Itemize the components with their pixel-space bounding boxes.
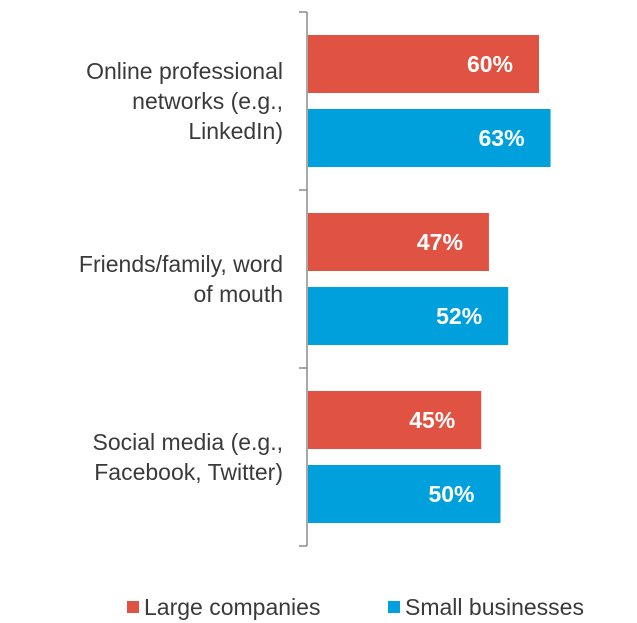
category-label: Online professional networks (e.g., Linked… bbox=[86, 58, 283, 144]
category-label-line: Online professional bbox=[86, 58, 283, 84]
bar-large-companies bbox=[308, 213, 489, 271]
bar-small-businesses bbox=[308, 287, 509, 345]
bar-large-companies bbox=[308, 391, 482, 449]
legend-item-small-businesses: Small businesses bbox=[388, 592, 584, 622]
legend-label-large-companies: Large companies bbox=[144, 593, 321, 620]
legend-swatch-large-companies bbox=[127, 601, 139, 613]
data-label-small-businesses: 63% bbox=[479, 125, 525, 151]
category-label-line: Social media (e.g., bbox=[93, 429, 283, 455]
legend: Large companies Small businesses bbox=[0, 592, 637, 622]
data-label-small-businesses: 50% bbox=[428, 481, 474, 507]
legend-swatch-small-businesses bbox=[388, 601, 400, 613]
bar-large-companies bbox=[308, 35, 539, 93]
category-label-line: LinkedIn) bbox=[188, 118, 283, 144]
bar-small-businesses bbox=[308, 465, 501, 523]
category-label-line: Friends/family, word bbox=[79, 251, 283, 277]
data-label-large-companies: 45% bbox=[409, 407, 455, 433]
legend-item-large-companies: Large companies bbox=[127, 592, 320, 622]
category-label: Friends/family, word of mouth bbox=[79, 251, 283, 307]
category-label-line: Facebook, Twitter) bbox=[94, 459, 283, 485]
data-label-small-businesses: 52% bbox=[436, 303, 482, 329]
category-label: Social media (e.g., Facebook, Twitter) bbox=[93, 429, 283, 485]
legend-label-small-businesses: Small businesses bbox=[405, 593, 584, 620]
data-label-large-companies: 47% bbox=[417, 229, 463, 255]
data-label-large-companies: 60% bbox=[467, 51, 513, 77]
category-label-line: networks (e.g., bbox=[132, 88, 283, 114]
bar-small-businesses bbox=[308, 109, 551, 167]
category-label-line: of mouth bbox=[194, 281, 284, 307]
